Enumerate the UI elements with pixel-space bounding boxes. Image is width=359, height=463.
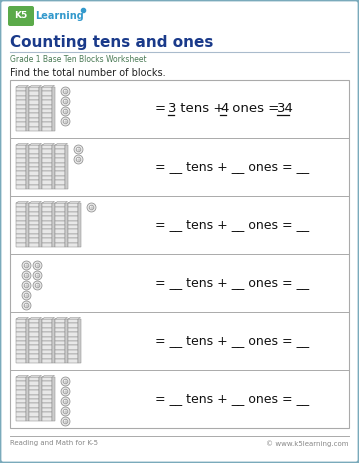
Polygon shape xyxy=(55,318,67,319)
Bar xyxy=(42,328,52,332)
Circle shape xyxy=(63,89,68,94)
Bar xyxy=(16,328,26,332)
Circle shape xyxy=(61,397,70,406)
Bar xyxy=(16,229,26,234)
Bar xyxy=(42,158,52,163)
Bar xyxy=(29,96,39,100)
Bar xyxy=(55,171,65,176)
Bar xyxy=(29,399,39,403)
Bar xyxy=(29,163,39,167)
Bar xyxy=(29,91,39,96)
Polygon shape xyxy=(42,318,55,319)
Polygon shape xyxy=(39,203,42,247)
Bar xyxy=(68,345,78,350)
Bar xyxy=(42,417,52,421)
Bar xyxy=(29,412,39,417)
Bar xyxy=(55,229,65,234)
Bar xyxy=(29,203,39,207)
Bar xyxy=(55,319,65,323)
Bar xyxy=(68,350,78,354)
Circle shape xyxy=(63,389,68,394)
Bar xyxy=(29,220,39,225)
Bar xyxy=(16,243,26,247)
Bar xyxy=(16,150,26,154)
Bar xyxy=(29,109,39,113)
Bar xyxy=(16,337,26,341)
Bar xyxy=(42,216,52,220)
Bar xyxy=(55,354,65,359)
Bar xyxy=(16,323,26,328)
Polygon shape xyxy=(42,201,55,203)
Bar xyxy=(16,167,26,171)
Bar xyxy=(42,176,52,180)
Circle shape xyxy=(63,119,68,124)
Bar xyxy=(68,207,78,212)
Bar xyxy=(16,412,26,417)
Bar xyxy=(16,403,26,408)
Bar xyxy=(29,216,39,220)
Bar xyxy=(29,176,39,180)
Bar xyxy=(29,118,39,122)
Polygon shape xyxy=(65,319,67,363)
Bar xyxy=(29,180,39,185)
Bar xyxy=(42,180,52,185)
Bar xyxy=(16,158,26,163)
Bar xyxy=(16,87,26,91)
Text: Find the total number of blocks.: Find the total number of blocks. xyxy=(10,68,165,78)
Bar xyxy=(42,185,52,189)
Bar xyxy=(42,390,52,394)
Circle shape xyxy=(63,109,68,114)
Bar xyxy=(42,354,52,359)
Bar xyxy=(29,417,39,421)
Polygon shape xyxy=(29,318,42,319)
Bar xyxy=(16,212,26,216)
Bar xyxy=(29,377,39,382)
Bar xyxy=(29,386,39,390)
Bar xyxy=(16,341,26,345)
Bar xyxy=(29,87,39,91)
Bar xyxy=(29,126,39,131)
Circle shape xyxy=(22,261,31,270)
Bar xyxy=(16,100,26,105)
Bar xyxy=(29,382,39,386)
Text: © www.k5learning.com: © www.k5learning.com xyxy=(266,440,349,447)
Bar xyxy=(16,382,26,386)
Bar xyxy=(42,243,52,247)
Polygon shape xyxy=(65,145,67,189)
Bar xyxy=(16,394,26,399)
Bar xyxy=(29,212,39,216)
Bar xyxy=(42,150,52,154)
Text: tens +: tens + xyxy=(176,102,229,115)
Bar xyxy=(42,87,52,91)
Bar xyxy=(29,145,39,150)
Bar xyxy=(16,377,26,382)
Bar xyxy=(68,220,78,225)
Bar xyxy=(68,216,78,220)
Bar xyxy=(42,225,52,229)
Circle shape xyxy=(24,293,29,298)
Bar xyxy=(68,225,78,229)
Bar xyxy=(42,332,52,337)
Polygon shape xyxy=(39,145,42,189)
Text: ones =: ones = xyxy=(228,102,284,115)
Polygon shape xyxy=(78,319,80,363)
Bar xyxy=(16,154,26,158)
Bar xyxy=(16,354,26,359)
Bar xyxy=(42,171,52,176)
FancyBboxPatch shape xyxy=(8,6,34,26)
Bar xyxy=(10,80,349,428)
Bar xyxy=(42,203,52,207)
Bar xyxy=(16,171,26,176)
Bar xyxy=(16,91,26,96)
Polygon shape xyxy=(16,86,28,87)
Text: = __ tens + __ ones = __: = __ tens + __ ones = __ xyxy=(155,276,309,289)
Bar xyxy=(55,243,65,247)
Bar xyxy=(42,154,52,158)
Circle shape xyxy=(61,407,70,416)
Bar xyxy=(42,109,52,113)
Bar xyxy=(29,105,39,109)
Circle shape xyxy=(74,155,83,164)
Polygon shape xyxy=(39,87,42,131)
Bar xyxy=(42,122,52,126)
